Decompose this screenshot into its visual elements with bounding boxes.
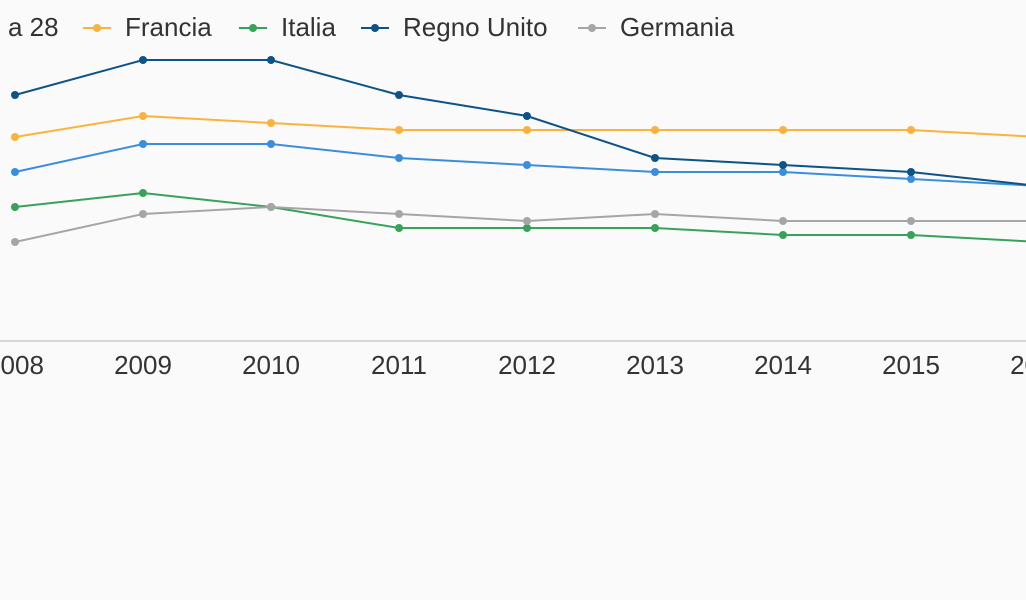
data-point xyxy=(907,126,915,134)
legend-item[interactable]: Francia xyxy=(83,12,212,42)
legend-label: Germania xyxy=(620,12,735,42)
data-point xyxy=(907,231,915,239)
series-germania xyxy=(11,203,1026,246)
legend-item[interactable]: Germania xyxy=(578,12,735,42)
data-point xyxy=(779,217,787,225)
data-point xyxy=(139,140,147,148)
x-axis-ticks: 2008 2009 2010 2011 2012 2013 2014 2015 2016 xyxy=(0,350,1026,380)
data-point xyxy=(523,224,531,232)
series-line xyxy=(14,191,1026,243)
x-tick-label: 2011 xyxy=(371,350,427,380)
data-point xyxy=(139,189,147,197)
series-francia xyxy=(11,112,1026,141)
data-point xyxy=(395,126,403,134)
legend-dot-marker xyxy=(588,24,596,32)
data-point xyxy=(11,133,19,141)
data-point xyxy=(779,168,787,176)
legend-dot-marker xyxy=(93,24,101,32)
data-point xyxy=(779,231,787,239)
series-line xyxy=(14,59,1026,186)
legend-label-truncated: a 28 xyxy=(8,12,59,42)
x-tick-label: 2012 xyxy=(498,350,556,380)
data-point xyxy=(11,238,19,246)
x-tick-label: 2016 xyxy=(1010,350,1026,380)
data-point xyxy=(523,126,531,134)
x-tick-label: 2013 xyxy=(626,350,684,380)
data-point xyxy=(395,224,403,232)
data-point xyxy=(267,203,275,211)
series-regno-unito xyxy=(11,56,1026,186)
data-point xyxy=(523,112,531,120)
legend: a 28 Francia Italia Regno Unito Germania xyxy=(8,12,735,42)
legend-dot-marker xyxy=(249,24,257,32)
legend-item[interactable]: Italia xyxy=(239,12,336,42)
data-point xyxy=(11,168,19,176)
data-point xyxy=(395,154,403,162)
legend-label: Italia xyxy=(281,12,336,42)
series-unnamed xyxy=(11,140,1026,187)
x-tick-label: 2009 xyxy=(114,350,172,380)
x-tick-label: 2015 xyxy=(882,350,940,380)
data-point xyxy=(11,203,19,211)
data-point xyxy=(779,161,787,169)
data-point xyxy=(267,119,275,127)
data-point xyxy=(267,140,275,148)
legend-label: Regno Unito xyxy=(403,12,548,42)
series-italia xyxy=(11,189,1026,243)
data-point xyxy=(139,112,147,120)
data-point xyxy=(651,210,659,218)
series-line xyxy=(14,143,1026,187)
data-point xyxy=(651,224,659,232)
data-point xyxy=(907,217,915,225)
data-point xyxy=(395,91,403,99)
data-point xyxy=(11,91,19,99)
series-layer xyxy=(11,56,1026,246)
data-point xyxy=(907,168,915,176)
data-point xyxy=(267,56,275,64)
data-point xyxy=(523,161,531,169)
legend-label: Francia xyxy=(125,12,212,42)
x-tick-label: 2008 xyxy=(0,350,44,380)
data-point xyxy=(139,210,147,218)
data-point xyxy=(395,210,403,218)
x-tick-label: 2014 xyxy=(754,350,812,380)
data-point xyxy=(139,56,147,64)
legend-dot-marker xyxy=(371,24,379,32)
data-point xyxy=(651,168,659,176)
series-line xyxy=(14,114,1026,138)
data-point xyxy=(651,154,659,162)
data-point xyxy=(907,175,915,183)
data-point xyxy=(523,217,531,225)
data-point xyxy=(779,126,787,134)
legend-item[interactable]: Regno Unito xyxy=(361,12,548,42)
x-tick-label: 2010 xyxy=(242,350,300,380)
series-line xyxy=(14,205,1026,243)
data-point xyxy=(651,126,659,134)
